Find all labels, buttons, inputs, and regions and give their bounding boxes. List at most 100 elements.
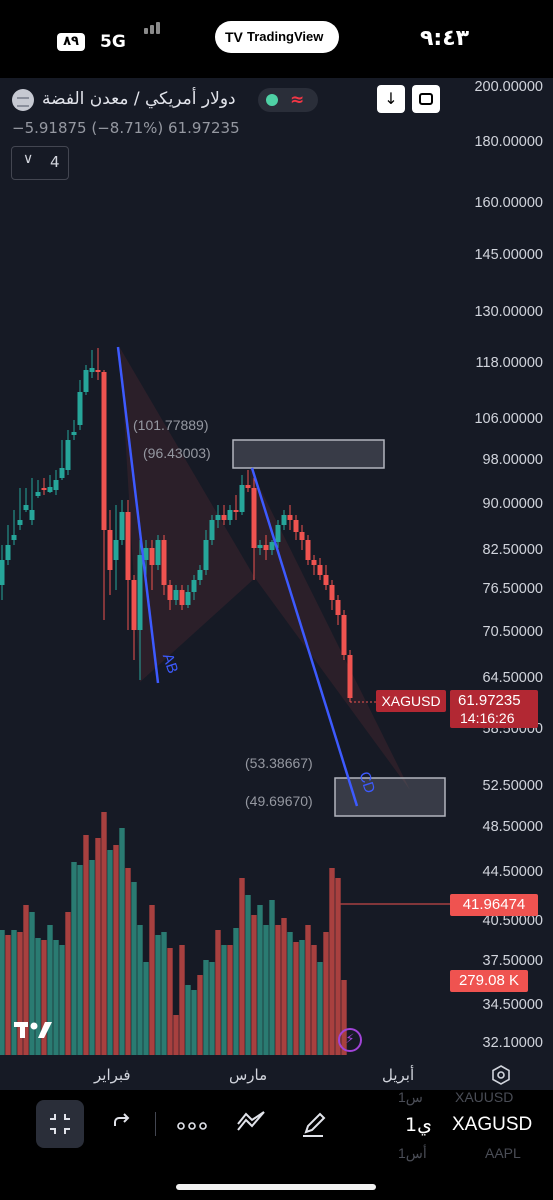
bolt-icon[interactable]: ⚡ bbox=[338, 1028, 362, 1052]
price-axis-label: 145.00000 bbox=[474, 247, 543, 263]
symbol-search-button[interactable]: XAGUSD bbox=[452, 1114, 533, 1135]
battery-badge: ٨٩ bbox=[57, 33, 85, 51]
candle-body bbox=[167, 585, 173, 600]
candle-body bbox=[311, 560, 317, 565]
candle-body bbox=[11, 535, 17, 540]
volume-bar bbox=[287, 932, 293, 1055]
volume-bar bbox=[317, 962, 323, 1055]
price-axis-label: 90.00000 bbox=[482, 496, 543, 512]
volume-bar bbox=[179, 945, 185, 1055]
candle-body bbox=[71, 432, 77, 435]
volume-bar bbox=[89, 860, 95, 1055]
candle-body bbox=[257, 545, 263, 548]
candle-body bbox=[215, 515, 221, 520]
market-status[interactable]: ≈ bbox=[258, 88, 318, 112]
settings-icon[interactable] bbox=[491, 1065, 511, 1085]
price-axis-label: 48.50000 bbox=[482, 819, 543, 835]
candle-body bbox=[323, 575, 329, 585]
price-axis-label: 34.50000 bbox=[482, 997, 543, 1013]
volume-tag: 279.08 K bbox=[450, 970, 528, 992]
pen-button[interactable] bbox=[300, 1110, 326, 1143]
candle-body bbox=[137, 555, 143, 630]
candle-body bbox=[305, 540, 311, 560]
volume-bar bbox=[41, 940, 47, 1055]
fullscreen-toggle[interactable] bbox=[36, 1100, 84, 1148]
volume-bar bbox=[107, 850, 113, 1055]
volume-bar bbox=[71, 862, 77, 1055]
pattern-level-label: (101.77889) bbox=[133, 417, 209, 433]
ab-leg-line bbox=[116, 346, 160, 684]
volume-bar bbox=[131, 882, 137, 1055]
candle-body bbox=[275, 525, 281, 542]
volume-bar bbox=[65, 912, 71, 1055]
candle-body bbox=[161, 540, 167, 585]
volume-bar bbox=[101, 812, 107, 1055]
candle-body bbox=[119, 512, 125, 540]
silver-coin-icon bbox=[12, 89, 34, 111]
ghost-interval: 1أس bbox=[398, 1145, 427, 1161]
price-chart[interactable] bbox=[0, 78, 553, 1090]
volume-bar bbox=[263, 925, 269, 1055]
chart-area[interactable] bbox=[0, 78, 553, 1090]
candle-body bbox=[191, 580, 197, 592]
price-axis-label: 106.00000 bbox=[474, 411, 543, 427]
price-axis-label: 130.00000 bbox=[474, 304, 543, 320]
price-axis-label: 32.10000 bbox=[482, 1035, 543, 1051]
indicator-count: 4 bbox=[50, 153, 60, 171]
pattern-level-label: (53.38667) bbox=[245, 755, 313, 771]
download-button[interactable]: ↓ bbox=[377, 85, 405, 113]
pattern-fill bbox=[120, 348, 255, 682]
volume-bar bbox=[155, 935, 161, 1055]
symbol-header[interactable]: دولار أمريكي / معدن الفضة bbox=[12, 88, 372, 112]
candle-body bbox=[269, 542, 275, 550]
volume-bar bbox=[305, 925, 311, 1055]
volume-bar bbox=[83, 835, 89, 1055]
pattern-fill bbox=[250, 468, 410, 790]
candle-body bbox=[17, 520, 23, 525]
price-axis-label: 40.50000 bbox=[482, 913, 543, 929]
candle-body bbox=[149, 548, 155, 565]
tradingview-pill[interactable]: TV TradingView bbox=[215, 21, 339, 53]
candle-body bbox=[347, 655, 353, 698]
candle-body bbox=[59, 468, 65, 478]
home-indicator bbox=[176, 1184, 376, 1190]
status-bar: ٨٩ 5G TV TradingView ٩:٤٣ bbox=[0, 0, 553, 78]
drawing-tools-icon bbox=[237, 1111, 265, 1131]
volume-bar bbox=[233, 928, 239, 1055]
candle-body bbox=[107, 530, 113, 570]
more-button[interactable] bbox=[177, 1114, 207, 1138]
volume-bar bbox=[269, 900, 275, 1055]
volume-bar bbox=[47, 925, 53, 1055]
interval-button[interactable]: 1ي bbox=[405, 1114, 432, 1136]
cd-leg-line bbox=[250, 467, 359, 807]
volume-bar bbox=[95, 838, 101, 1055]
pattern-level-label: (49.69670) bbox=[245, 793, 313, 809]
candle-body bbox=[125, 512, 131, 580]
candle-body bbox=[221, 515, 227, 520]
price-axis-label: 44.50000 bbox=[482, 864, 543, 880]
volume-bar bbox=[257, 905, 263, 1055]
volume-bar bbox=[119, 828, 125, 1055]
price-axis-label: 180.00000 bbox=[474, 134, 543, 150]
price-axis-label: 64.50000 bbox=[482, 670, 543, 686]
screenshot-button[interactable] bbox=[412, 85, 440, 113]
drawing-tools-button[interactable] bbox=[236, 1110, 266, 1139]
toolbar-divider bbox=[155, 1112, 156, 1136]
redo-button[interactable] bbox=[112, 1110, 132, 1137]
candle-body bbox=[35, 492, 41, 496]
volume-bar bbox=[113, 845, 119, 1055]
volume-bar bbox=[185, 985, 191, 1055]
candle-body bbox=[287, 515, 293, 520]
volume-bar bbox=[227, 945, 233, 1055]
market-open-dot-icon bbox=[266, 94, 278, 106]
candle-body bbox=[185, 592, 191, 605]
app-name: TradingView bbox=[247, 29, 324, 44]
candle-body bbox=[335, 600, 341, 615]
volume-bar bbox=[221, 945, 227, 1055]
volume-bar bbox=[209, 962, 215, 1055]
candle-body bbox=[233, 510, 239, 512]
ghost-symbol: AAPL bbox=[485, 1145, 521, 1161]
indicators-toggle[interactable]: ∨ 4 bbox=[11, 146, 69, 180]
candle-body bbox=[101, 372, 107, 530]
ghost-symbol: XAUUSD bbox=[455, 1089, 514, 1105]
